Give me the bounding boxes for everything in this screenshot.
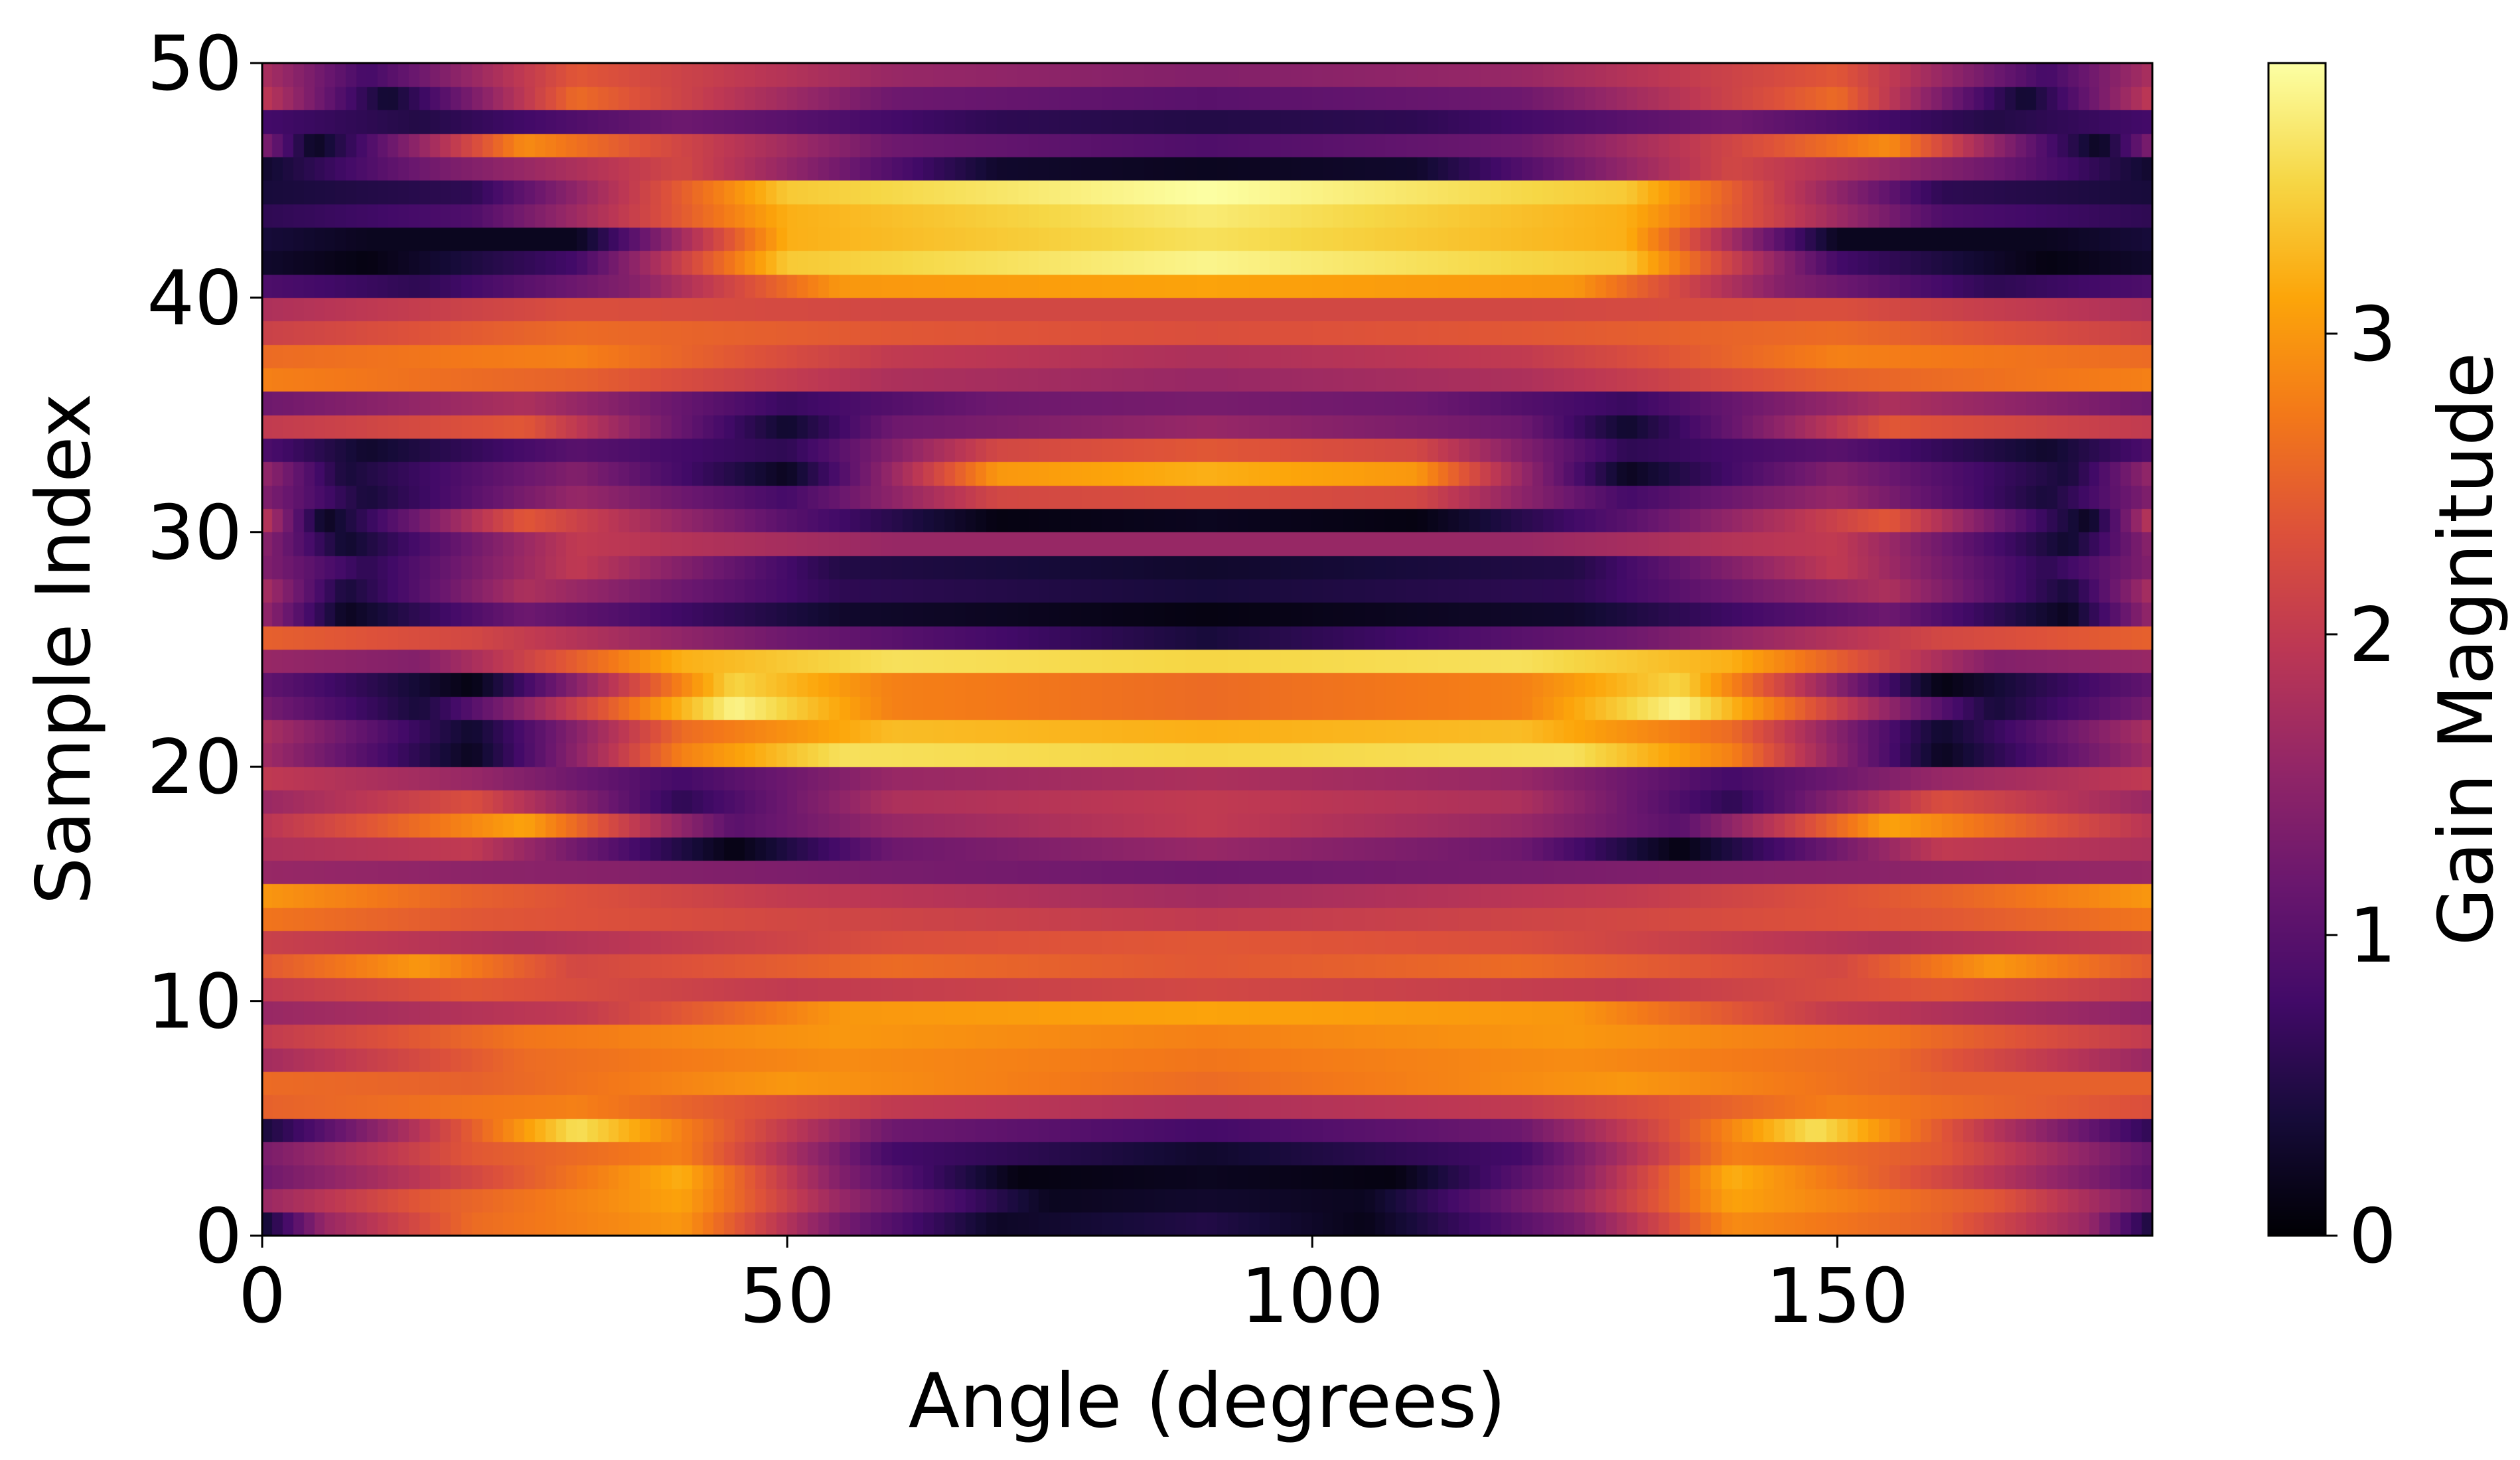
y-tick-label: 20: [147, 723, 242, 811]
x-tick-label: 100: [1240, 1252, 1384, 1340]
colorbar-label: Gain Magnitude: [2422, 352, 2510, 946]
x-tick-label: 0: [238, 1252, 286, 1340]
x-tick-label: 50: [739, 1252, 835, 1340]
colorbar-tick-label: 1: [2349, 892, 2397, 980]
x-axis-label: Angle (degrees): [909, 1357, 1507, 1445]
colorbar-gradient: [2268, 63, 2326, 1236]
colorbar-tick-label: 3: [2349, 291, 2397, 378]
plot-frame: [261, 62, 2154, 1237]
colorbar-ticks: 0 1 2 3: [2326, 291, 2397, 1280]
colorbar: [2268, 63, 2326, 1236]
y-tick-label: 10: [147, 958, 242, 1046]
heatmap-cells: [262, 63, 2152, 1236]
y-axis-label: Sample Index: [20, 394, 108, 905]
x-tick-label: 150: [1765, 1252, 1909, 1340]
y-axis-ticks: 0 10 20 30 40 50: [147, 20, 262, 1280]
colorbar-frame: [2267, 62, 2327, 1237]
colorbar-tick-label: 0: [2349, 1193, 2397, 1280]
y-tick-label: 40: [147, 254, 242, 342]
x-axis-ticks: 0 50 100 150: [238, 1236, 1909, 1340]
y-tick-label: 0: [194, 1193, 242, 1280]
y-tick-label: 50: [147, 20, 242, 108]
y-tick-label: 30: [147, 489, 242, 577]
colorbar-tick-label: 2: [2349, 591, 2397, 679]
heatmap-plot-area: [262, 63, 2152, 1236]
